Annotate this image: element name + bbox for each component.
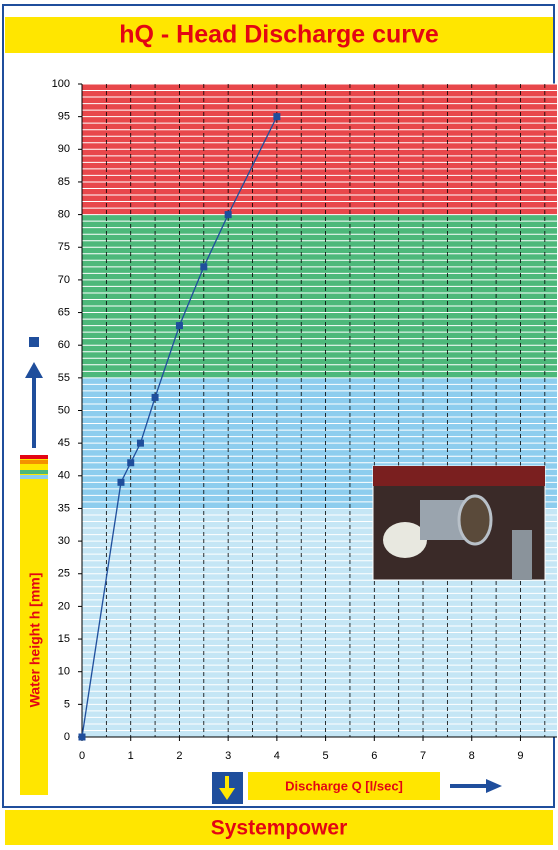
stripe: [20, 455, 48, 459]
chart-title: hQ - Head Discharge curve: [119, 21, 439, 49]
y-tick-label: 55: [58, 372, 70, 384]
y-tick-label: 50: [58, 404, 70, 416]
data-point: [151, 393, 159, 401]
arrow-head: [219, 788, 235, 800]
stripe: [20, 475, 48, 479]
y-tick-label: 70: [58, 274, 70, 286]
y-tick-label: 10: [58, 666, 70, 678]
y-label-bar: [20, 455, 48, 795]
title-bar: [5, 17, 553, 53]
y-tick-label: 75: [58, 241, 70, 253]
x-tick-label: 0: [79, 750, 85, 762]
x-tick-label: 6: [371, 750, 377, 762]
data-point: [273, 113, 281, 121]
x-tick-label: 7: [420, 750, 426, 762]
data-point: [78, 733, 86, 741]
x-tick-label: 9: [517, 750, 523, 762]
footer-bar: [5, 810, 553, 845]
x-tick-label: 1: [128, 750, 134, 762]
y-tick-label: 35: [58, 502, 70, 514]
y-tick-label: 45: [58, 437, 70, 449]
x-tick-label: 2: [176, 750, 182, 762]
data-point: [200, 263, 208, 271]
y-tick-label: 20: [58, 600, 70, 612]
y-axis-label: Water height h [mm]: [27, 573, 43, 708]
photo-part: [457, 494, 493, 546]
y-tick-label: 25: [58, 568, 70, 580]
plot-area: 0510152025303540455055606570758085909510…: [52, 78, 557, 762]
y-tick-label: 65: [58, 306, 70, 318]
y-tick-label: 30: [58, 535, 70, 547]
x-tick-label: 3: [225, 750, 231, 762]
y-tick-label: 60: [58, 339, 70, 351]
band: [82, 214, 557, 378]
x-label-box: [248, 772, 440, 800]
data-point: [127, 459, 135, 467]
data-point: [117, 478, 125, 486]
y-tick-label: 5: [64, 698, 70, 710]
legend-marker: [29, 337, 39, 347]
y-tick-label: 95: [58, 111, 70, 123]
y-tick-label: 40: [58, 470, 70, 482]
x-tick-label: 4: [274, 750, 280, 762]
stripe: [20, 465, 48, 469]
x-axis-label: Discharge Q [l/sec]: [285, 778, 403, 793]
y-tick-label: 90: [58, 143, 70, 155]
y-tick-label: 85: [58, 176, 70, 188]
stripe: [20, 460, 48, 464]
y-tick-label: 0: [64, 731, 70, 743]
footer: Systempower: [211, 817, 348, 840]
data-point: [136, 439, 144, 447]
photo-part: [373, 466, 545, 486]
x-tick-label: 5: [323, 750, 329, 762]
x-tick-label: 8: [469, 750, 475, 762]
y-tick-label: 15: [58, 633, 70, 645]
data-point: [224, 211, 232, 219]
data-point: [175, 322, 183, 330]
stripe: [20, 470, 48, 474]
photo-part: [383, 522, 427, 558]
arrow-head: [25, 362, 43, 378]
y-tick-label: 100: [52, 78, 70, 90]
arrow-head: [486, 779, 502, 793]
photo-part: [512, 530, 532, 580]
y-tick-label: 80: [58, 209, 70, 221]
